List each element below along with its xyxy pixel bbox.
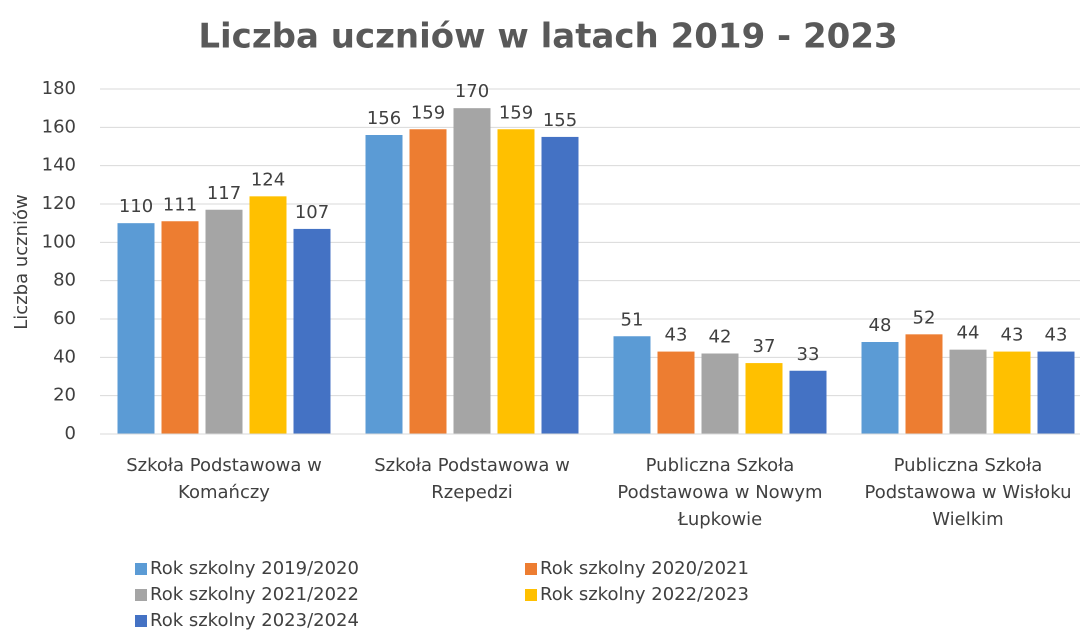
y-axis-label: Liczba uczniów	[11, 194, 32, 329]
y-tick-label: 20	[53, 385, 76, 406]
legend-label: Rok szkolny 2019/2020	[150, 558, 359, 579]
bar	[453, 108, 491, 435]
bar	[541, 136, 579, 434]
data-label: 33	[797, 344, 820, 365]
legend-label: Rok szkolny 2021/2022	[150, 584, 359, 605]
legend-label: Rok szkolny 2020/2021	[540, 558, 749, 579]
bar	[293, 228, 331, 434]
bar	[409, 129, 447, 434]
bar	[249, 196, 287, 434]
x-tick-label: Szkoła Podstawowa w Komańczy	[126, 455, 322, 503]
bar	[497, 129, 535, 434]
legend-swatch	[135, 589, 147, 601]
data-label: 52	[913, 307, 936, 328]
legend-label: Rok szkolny 2023/2024	[150, 610, 359, 631]
data-label: 42	[709, 327, 732, 348]
y-tick-label: 80	[53, 270, 76, 291]
legend-swatch	[135, 615, 147, 627]
data-label: 48	[869, 315, 892, 336]
bar	[861, 342, 899, 434]
data-label: 51	[621, 309, 644, 330]
data-label: 107	[295, 202, 329, 223]
data-label: 117	[207, 183, 241, 204]
bar	[365, 135, 403, 434]
y-tick-label: 140	[42, 155, 76, 176]
data-label: 110	[119, 196, 153, 217]
bar	[117, 223, 155, 434]
legend-swatch	[525, 563, 537, 575]
data-label: 156	[367, 108, 401, 129]
x-tick-label: Publiczna Szkoła Podstawowa w Nowym Łupkow…	[617, 455, 822, 530]
legend-label: Rok szkolny 2022/2023	[540, 584, 749, 605]
y-tick-label: 100	[42, 231, 76, 252]
data-label: 170	[455, 81, 489, 102]
bar	[949, 349, 987, 434]
chart-title: Liczba uczniów w latach 2019 - 2023	[198, 17, 897, 57]
data-label: 155	[543, 110, 577, 131]
bar	[789, 370, 827, 434]
data-label: 159	[499, 102, 533, 123]
bar	[613, 336, 651, 434]
bar	[1037, 351, 1075, 434]
data-label: 44	[957, 323, 980, 344]
bar	[745, 363, 783, 434]
data-label: 43	[1001, 325, 1024, 346]
x-tick-label: Publiczna Szkoła Podstawowa w Wisłoku Wiel…	[865, 455, 1072, 530]
y-tick-label: 40	[53, 346, 76, 367]
legend-swatch	[135, 563, 147, 575]
bar	[905, 334, 943, 434]
bar	[161, 221, 199, 434]
legend-swatch	[525, 589, 537, 601]
bar	[993, 351, 1031, 434]
bar	[657, 351, 695, 434]
data-label: 111	[163, 194, 197, 215]
data-label: 43	[665, 325, 688, 346]
y-tick-label: 180	[42, 78, 76, 99]
data-label: 159	[411, 102, 445, 123]
y-tick-label: 120	[42, 193, 76, 214]
bar	[701, 353, 739, 434]
data-label: 124	[251, 169, 285, 190]
y-tick-label: 0	[65, 423, 76, 444]
bar	[205, 209, 243, 434]
x-tick-label: Szkoła Podstawowa w Rzepedzi	[374, 455, 570, 503]
y-tick-label: 60	[53, 308, 76, 329]
y-tick-label: 160	[42, 116, 76, 137]
data-label: 43	[1045, 325, 1068, 346]
data-label: 37	[753, 336, 776, 357]
